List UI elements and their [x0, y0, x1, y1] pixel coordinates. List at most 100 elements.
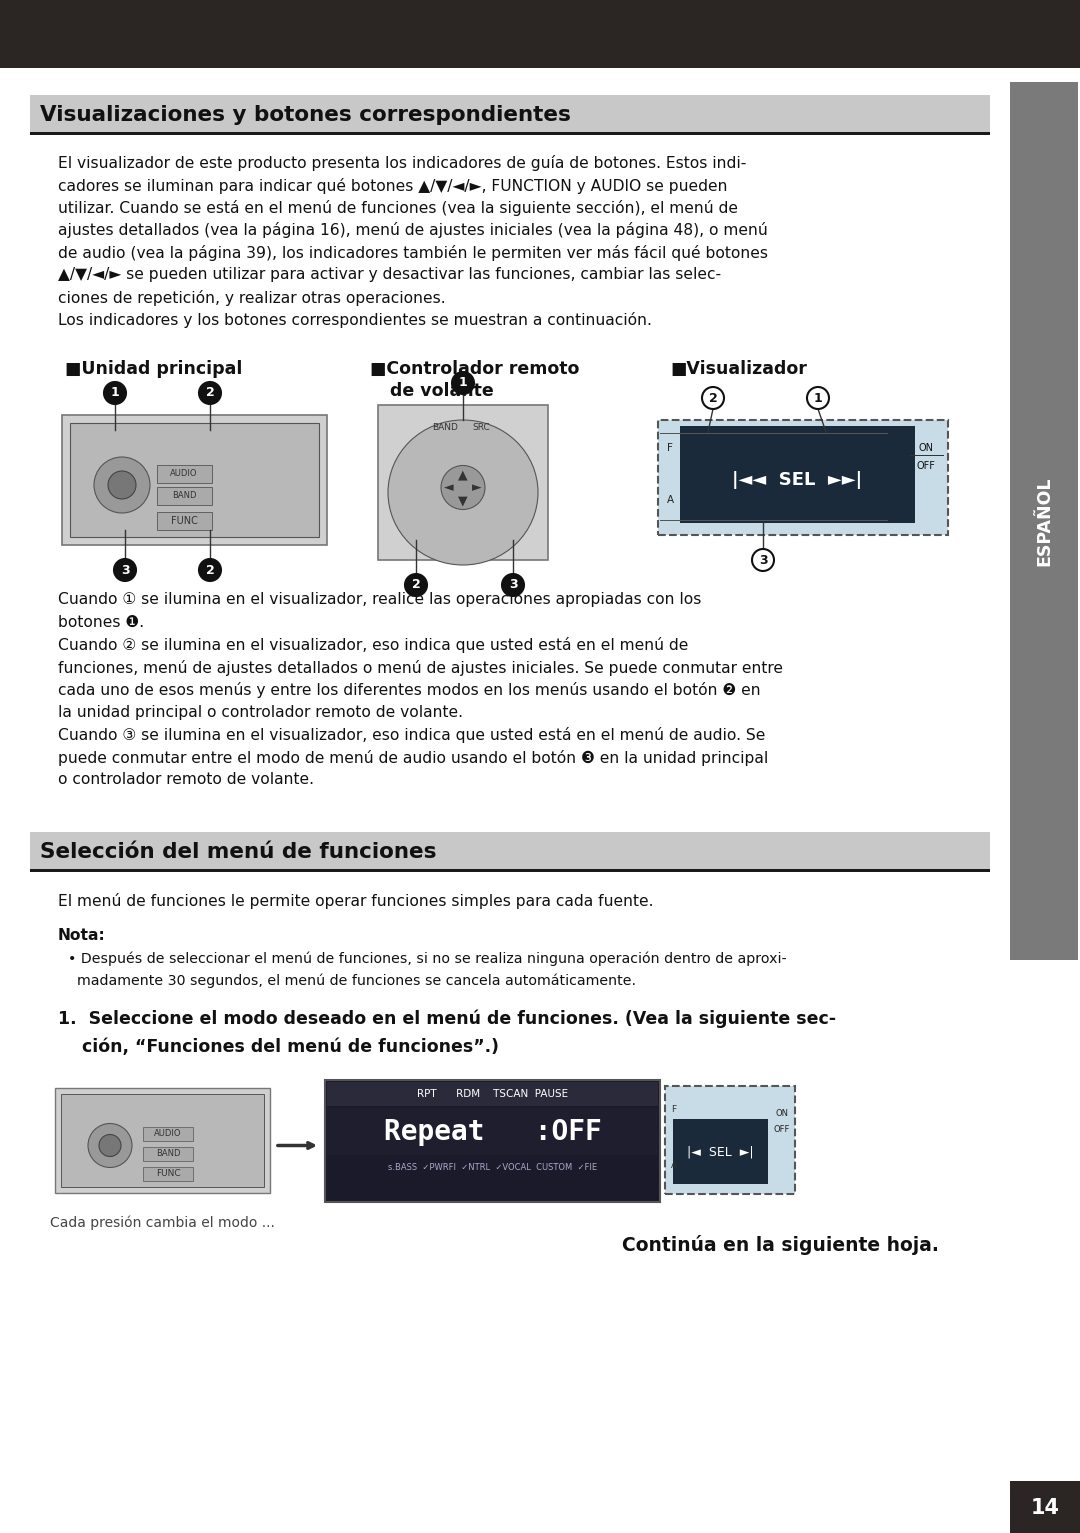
Text: 1: 1	[110, 386, 120, 400]
Text: FUNC: FUNC	[156, 1170, 180, 1179]
Text: ESPAÑOL: ESPAÑOL	[1035, 477, 1053, 566]
Circle shape	[441, 466, 485, 509]
Text: 2: 2	[708, 391, 717, 405]
Bar	[30, 132, 990, 135]
Text: SRC: SRC	[472, 423, 490, 431]
Text: 2: 2	[411, 578, 420, 592]
Text: ■Unidad principal: ■Unidad principal	[65, 360, 242, 379]
Bar	[55, 1088, 270, 1193]
Text: ■Visualizador: ■Visualizador	[670, 360, 807, 379]
Text: Visualizaciones y botones correspondientes: Visualizaciones y botones correspondient…	[40, 104, 571, 126]
Text: utilizar. Cuando se está en el menú de funciones (vea la siguiente sección), el : utilizar. Cuando se está en el menú de f…	[58, 199, 738, 216]
Text: ▲/▼/◄/► se pueden utilizar para activar y desactivar las funciones, cambiar las : ▲/▼/◄/► se pueden utilizar para activar …	[58, 267, 721, 282]
Text: BAND: BAND	[156, 1150, 180, 1159]
Text: |◄◄  SEL  ►►|: |◄◄ SEL ►►|	[732, 471, 863, 489]
Circle shape	[199, 560, 221, 581]
Bar	[327, 1082, 658, 1105]
Circle shape	[502, 573, 524, 596]
Text: F: F	[672, 1105, 676, 1114]
Text: 1.  Seleccione el modo deseado en el menú de funciones. (Vea la siguiente sec-: 1. Seleccione el modo deseado en el menú…	[58, 1010, 836, 1029]
Ellipse shape	[388, 420, 538, 566]
Bar	[325, 1081, 660, 1202]
Circle shape	[807, 386, 829, 409]
Bar	[143, 1147, 193, 1160]
Text: Nota:: Nota:	[58, 927, 106, 943]
Circle shape	[752, 549, 774, 570]
Text: • Después de seleccionar el menú de funciones, si no se realiza ninguna operació: • Después de seleccionar el menú de func…	[68, 952, 786, 966]
Text: ◄: ◄	[444, 481, 454, 494]
Text: funciones, menú de ajustes detallados o menú de ajustes iniciales. Se puede conm: funciones, menú de ajustes detallados o …	[58, 659, 783, 676]
Bar	[157, 487, 212, 504]
Text: cadores se iluminan para indicar qué botones ▲/▼/◄/►, FUNCTION y AUDIO se pueden: cadores se iluminan para indicar qué bot…	[58, 178, 728, 193]
Text: de audio (vea la página 39), los indicadores también le permiten ver más fácil q: de audio (vea la página 39), los indicad…	[58, 245, 768, 261]
Text: Cuando ③ se ilumina en el visualizador, eso indica que usted está en el menú de : Cuando ③ se ilumina en el visualizador, …	[58, 727, 766, 744]
Text: ▼: ▼	[458, 494, 468, 507]
Text: botones ❶.: botones ❶.	[58, 615, 144, 630]
Bar	[143, 1167, 193, 1180]
Text: ción, “Funciones del menú de funciones”.): ción, “Funciones del menú de funciones”.…	[58, 1038, 499, 1056]
Text: ▲: ▲	[458, 468, 468, 481]
Text: El menú de funciones le permite operar funciones simples para cada fuente.: El menú de funciones le permite operar f…	[58, 894, 653, 909]
Bar	[1010, 81, 1078, 960]
Text: AUDIO: AUDIO	[171, 469, 198, 478]
Text: ■Controlador remoto: ■Controlador remoto	[370, 360, 579, 379]
Text: A: A	[671, 1162, 677, 1171]
Bar	[70, 423, 319, 537]
Text: 2: 2	[205, 386, 214, 400]
Bar	[680, 426, 915, 523]
Circle shape	[104, 382, 126, 405]
Circle shape	[99, 1134, 121, 1156]
Bar	[1010, 1481, 1080, 1533]
Text: 14: 14	[1030, 1498, 1059, 1518]
Text: El visualizador de este producto presenta los indicadores de guía de botones. Es: El visualizador de este producto present…	[58, 155, 746, 172]
Circle shape	[108, 471, 136, 500]
Text: 3: 3	[121, 564, 130, 576]
Bar	[30, 832, 990, 871]
Text: 1: 1	[813, 391, 822, 405]
Text: ►: ►	[472, 481, 482, 494]
Bar	[378, 405, 548, 560]
Bar	[658, 420, 948, 535]
Bar	[157, 512, 212, 530]
Text: A: A	[666, 495, 674, 504]
Text: Cada presión cambia el modo ...: Cada presión cambia el modo ...	[50, 1216, 275, 1229]
Text: 2: 2	[205, 564, 214, 576]
Text: BAND: BAND	[172, 492, 197, 500]
Text: |◄  SEL  ►|: |◄ SEL ►|	[687, 1145, 754, 1159]
Text: ajustes detallados (vea la página 16), menú de ajustes iniciales (vea la página : ajustes detallados (vea la página 16), m…	[58, 222, 768, 239]
Bar	[62, 415, 327, 546]
Bar	[60, 1095, 264, 1187]
Text: Los indicadores y los botones correspondientes se muestran a continuación.: Los indicadores y los botones correspond…	[58, 313, 652, 328]
Circle shape	[453, 373, 474, 394]
Text: BAND: BAND	[432, 423, 458, 431]
Text: cada uno de esos menús y entre los diferentes modos en los menús usando el botón: cada uno de esos menús y entre los difer…	[58, 682, 760, 698]
Bar	[665, 1085, 795, 1194]
Bar	[143, 1127, 193, 1141]
Text: ciones de repetición, y realizar otras operaciones.: ciones de repetición, y realizar otras o…	[58, 290, 446, 307]
Text: Continúa en la siguiente hoja.: Continúa en la siguiente hoja.	[622, 1236, 939, 1256]
Text: s.BASS  ✓PWRFI  ✓NTRL  ✓VOCAL  CUSTOM  ✓FIE: s.BASS ✓PWRFI ✓NTRL ✓VOCAL CUSTOM ✓FIE	[388, 1164, 597, 1173]
Text: 1: 1	[459, 377, 468, 389]
Text: madamente 30 segundos, el menú de funciones se cancela automáticamente.: madamente 30 segundos, el menú de funcio…	[68, 973, 636, 987]
Bar	[327, 1108, 658, 1154]
Circle shape	[199, 382, 221, 405]
Text: Selección del menú de funciones: Selección del menú de funciones	[40, 842, 436, 862]
Text: de volante: de volante	[390, 382, 494, 400]
Bar	[673, 1119, 768, 1183]
Text: Cuando ① se ilumina en el visualizador, realice las operaciones apropiadas con l: Cuando ① se ilumina en el visualizador, …	[58, 592, 701, 607]
Text: 3: 3	[758, 553, 767, 567]
Text: Repeat   :OFF: Repeat :OFF	[383, 1118, 602, 1147]
Text: ON: ON	[775, 1110, 788, 1119]
Text: o controlador remoto de volante.: o controlador remoto de volante.	[58, 773, 314, 786]
Circle shape	[87, 1124, 132, 1168]
Bar	[0, 0, 1080, 67]
Text: Cuando ② se ilumina en el visualizador, eso indica que usted está en el menú de: Cuando ② se ilumina en el visualizador, …	[58, 638, 688, 653]
Circle shape	[702, 386, 724, 409]
Text: puede conmutar entre el modo de menú de audio usando el botón ❸ en la unidad pri: puede conmutar entre el modo de menú de …	[58, 750, 768, 765]
Circle shape	[405, 573, 427, 596]
Text: AUDIO: AUDIO	[154, 1130, 181, 1139]
Text: OFF: OFF	[917, 461, 935, 471]
Text: F: F	[667, 443, 673, 452]
Text: RPT      RDM    TSCAN  PAUSE: RPT RDM TSCAN PAUSE	[417, 1088, 568, 1099]
Text: OFF: OFF	[773, 1125, 791, 1134]
